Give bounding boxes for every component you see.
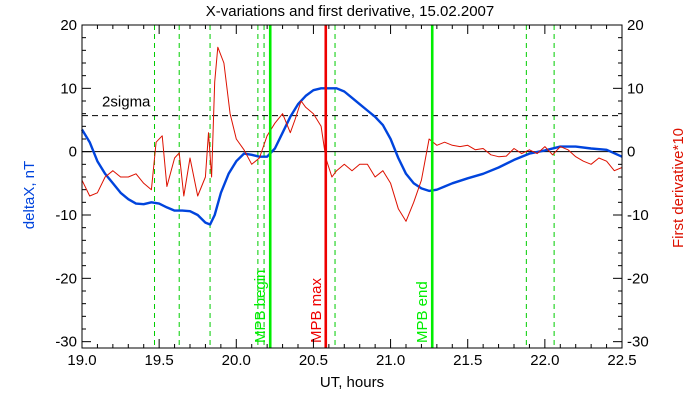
x-tick-label: 20.5: [299, 352, 328, 369]
y-tick-label-left: -20: [55, 270, 77, 287]
y-axis-label-left: deltaX, nT: [21, 161, 38, 229]
x-tick-label: 22.5: [607, 352, 636, 369]
threshold-label: 2sigma: [102, 94, 151, 111]
y-axis-label-right: First derivative*10: [670, 128, 687, 248]
series-line-derivative: [81, 46, 623, 222]
x-tick-label: 20.0: [222, 352, 251, 369]
y-tick-label-left: -10: [55, 207, 77, 224]
y-tick-label-right: 10: [627, 80, 644, 97]
x-tick-label: 19.0: [67, 352, 96, 369]
y-tick-label-right: 20: [627, 17, 644, 34]
x-tick-label: 19.5: [145, 352, 174, 369]
marker-label: MPB begin: [252, 270, 269, 343]
x-axis-label: UT, hours: [320, 374, 384, 391]
x-tick-label: 21.0: [376, 352, 405, 369]
marker-label: MPB end: [414, 281, 431, 343]
plot-frame: [81, 24, 623, 349]
chart-title: X-variations and first derivative, 15.02…: [206, 3, 495, 20]
y-tick-label-right: 0: [627, 144, 635, 161]
y-tick-label-left: 10: [60, 80, 77, 97]
y-tick-label-right: -20: [627, 270, 649, 287]
marker-label: MPB max: [308, 277, 325, 343]
y-tick-label-right: -10: [627, 207, 649, 224]
y-tick-label-left: 20: [60, 17, 77, 34]
y-tick-label-left: 0: [69, 144, 77, 161]
y-tick-label-left: -30: [55, 334, 77, 351]
x-tick-label: 22.0: [530, 352, 559, 369]
series-line-deltax: [80, 87, 623, 226]
y-tick-label-right: -30: [627, 334, 649, 351]
x-tick-label: 21.5: [453, 352, 482, 369]
